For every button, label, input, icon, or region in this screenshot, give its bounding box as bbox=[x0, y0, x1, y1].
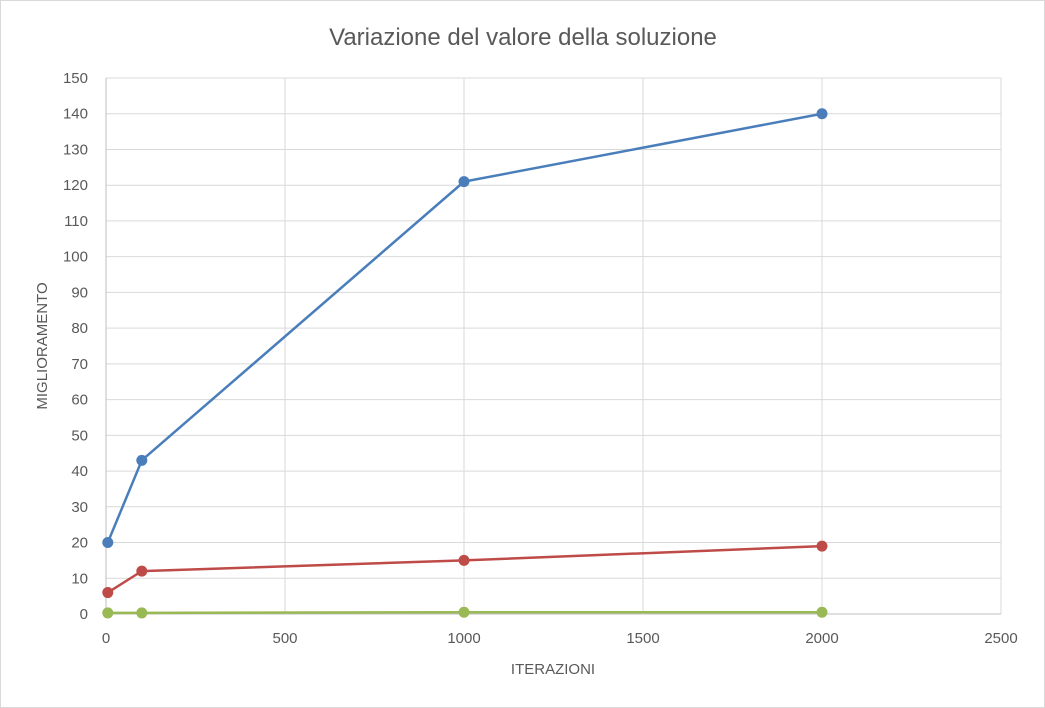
data-point-series-3 bbox=[458, 606, 470, 618]
y-tick-label: 130 bbox=[63, 141, 88, 158]
x-axis-title: ITERAZIONI bbox=[511, 661, 595, 678]
y-tick-label: 30 bbox=[71, 499, 88, 516]
y-tick-label: 60 bbox=[71, 392, 88, 409]
y-tick-label: 100 bbox=[63, 249, 88, 266]
series-group bbox=[102, 108, 828, 619]
data-point-series-1 bbox=[458, 176, 470, 188]
x-tick-label: 0 bbox=[102, 630, 110, 647]
y-tick-label: 10 bbox=[71, 570, 88, 587]
y-tick-label: 50 bbox=[71, 427, 88, 444]
x-tick-label: 500 bbox=[272, 630, 297, 647]
y-tick-label: 120 bbox=[63, 177, 88, 194]
y-tick-label: 0 bbox=[80, 606, 88, 623]
chart-title: Variazione del valore della soluzione bbox=[329, 24, 717, 51]
data-point-series-2 bbox=[458, 554, 470, 566]
data-point-series-3 bbox=[136, 607, 148, 619]
y-tick-label: 80 bbox=[71, 320, 88, 337]
series-line-2 bbox=[107, 544, 823, 594]
y-tick-label: 90 bbox=[71, 284, 88, 301]
data-point-series-2 bbox=[816, 540, 828, 552]
x-tick-label: 2500 bbox=[984, 630, 1017, 647]
y-tick-label: 70 bbox=[71, 356, 88, 373]
data-point-series-1 bbox=[102, 537, 114, 549]
gridlines bbox=[105, 77, 1002, 615]
series-line-1 bbox=[106, 112, 823, 544]
data-point-series-2 bbox=[102, 587, 114, 599]
y-tick-label: 110 bbox=[64, 213, 88, 230]
y-tick-label: 20 bbox=[71, 535, 88, 552]
data-point-series-3 bbox=[816, 606, 828, 618]
x-tick-label: 1500 bbox=[626, 630, 659, 647]
data-point-series-1 bbox=[136, 454, 148, 466]
series-line-3 bbox=[107, 610, 822, 615]
data-point-series-3 bbox=[102, 607, 114, 619]
x-tick-label: 1000 bbox=[447, 630, 480, 647]
y-tick-label: 40 bbox=[71, 463, 88, 480]
y-tick-label: 150 bbox=[63, 70, 88, 87]
y-axis-title: MIGLIORAMENTO bbox=[34, 282, 51, 409]
y-tick-label: 140 bbox=[63, 106, 88, 123]
data-point-series-1 bbox=[816, 108, 828, 120]
x-tick-label: 2000 bbox=[805, 630, 838, 647]
data-point-series-2 bbox=[136, 565, 148, 577]
